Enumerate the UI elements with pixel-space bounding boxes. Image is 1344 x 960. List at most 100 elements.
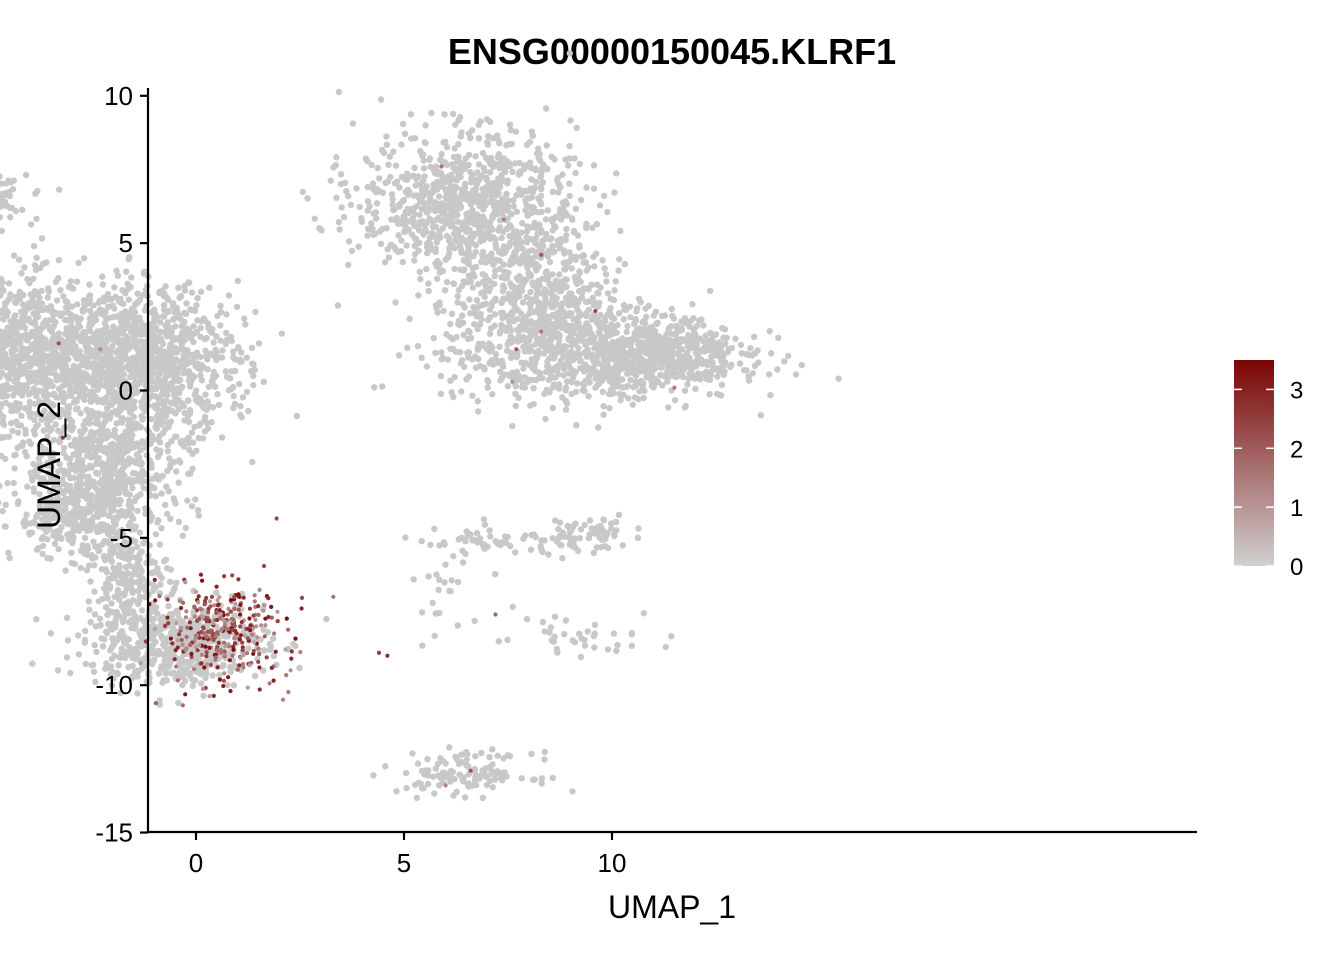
chart-title: ENSG00000150045.KLRF1 bbox=[448, 31, 896, 72]
cell-point bbox=[225, 387, 233, 394]
cell-point bbox=[138, 607, 146, 614]
cell-point bbox=[0, 402, 2, 408]
cell-point bbox=[84, 524, 92, 531]
cell-point bbox=[0, 420, 7, 427]
cell-point bbox=[185, 470, 192, 477]
cell-point bbox=[243, 354, 250, 361]
cell-point bbox=[81, 255, 88, 262]
cell-point bbox=[45, 522, 52, 529]
cell-point bbox=[218, 434, 226, 441]
cell-point bbox=[96, 306, 104, 313]
cell-point bbox=[212, 346, 219, 353]
cell-point bbox=[57, 287, 64, 294]
cell-point bbox=[9, 427, 16, 434]
cell-point bbox=[171, 392, 178, 399]
cell-point bbox=[158, 490, 165, 497]
cell-point bbox=[15, 256, 23, 263]
cell-point bbox=[57, 508, 65, 516]
cell-point bbox=[255, 340, 263, 347]
cell-point bbox=[128, 444, 136, 451]
cell-point bbox=[109, 342, 116, 350]
cell-point bbox=[18, 270, 25, 277]
cell-point bbox=[77, 362, 85, 369]
cell-point bbox=[152, 493, 159, 500]
cell-point bbox=[189, 450, 196, 457]
cell-point bbox=[21, 264, 28, 271]
cell-point bbox=[11, 299, 19, 306]
cell-point bbox=[175, 518, 183, 525]
cell-point bbox=[7, 213, 14, 221]
cell-point bbox=[37, 344, 44, 352]
cell-point bbox=[10, 252, 18, 259]
cell-point bbox=[140, 484, 147, 492]
cell-point bbox=[113, 338, 120, 345]
cell-point bbox=[15, 429, 22, 436]
cell-point bbox=[63, 305, 71, 312]
cell-point bbox=[99, 281, 107, 288]
cell-point bbox=[204, 366, 211, 373]
cell-point bbox=[171, 309, 178, 316]
cell-point bbox=[162, 328, 170, 335]
cell-point bbox=[30, 385, 38, 392]
cell-point bbox=[139, 438, 146, 445]
cell-point bbox=[31, 261, 39, 269]
cell-point bbox=[111, 284, 118, 291]
cell-point bbox=[231, 367, 239, 375]
cell-point bbox=[20, 291, 27, 299]
cell-point bbox=[153, 472, 160, 479]
cell-point bbox=[56, 460, 63, 468]
cell-point bbox=[66, 416, 74, 423]
cell-point bbox=[150, 341, 157, 348]
cell-point bbox=[124, 362, 132, 369]
cell-point bbox=[45, 391, 52, 398]
cell-point bbox=[5, 296, 12, 303]
cell-point bbox=[99, 273, 106, 280]
cell-point bbox=[123, 315, 130, 323]
cell-point bbox=[120, 321, 128, 329]
cell-point bbox=[13, 385, 20, 392]
cell-point bbox=[148, 415, 155, 423]
cell-point bbox=[197, 324, 204, 332]
cell-point bbox=[64, 339, 72, 346]
cell-point bbox=[105, 512, 113, 520]
cell-point bbox=[128, 274, 135, 281]
cell-point bbox=[371, 384, 378, 391]
cell-point bbox=[62, 501, 69, 509]
cell-point bbox=[94, 504, 101, 512]
cell-point bbox=[169, 379, 176, 386]
cell-point bbox=[55, 385, 63, 392]
cell-point bbox=[88, 444, 96, 451]
cell-point bbox=[139, 291, 147, 299]
cell-point bbox=[33, 314, 40, 321]
cell-point bbox=[14, 368, 21, 375]
cell-point bbox=[137, 424, 145, 431]
cell-point bbox=[119, 287, 126, 294]
cell-point bbox=[224, 336, 231, 343]
cell-point bbox=[114, 364, 122, 371]
cell-point bbox=[171, 374, 178, 382]
cell-point bbox=[185, 418, 193, 426]
cell-point bbox=[121, 350, 129, 358]
cell-point bbox=[27, 413, 34, 420]
cell-point bbox=[245, 407, 252, 415]
cell-point bbox=[173, 385, 181, 392]
cell-point bbox=[210, 339, 217, 346]
cell-point bbox=[79, 519, 87, 527]
cell-point bbox=[5, 280, 13, 287]
cell-point bbox=[242, 321, 249, 328]
cell-point bbox=[50, 402, 57, 409]
cell-point bbox=[0, 353, 3, 360]
cell-point bbox=[39, 542, 47, 550]
cell-point bbox=[41, 477, 48, 485]
cell-point bbox=[28, 221, 35, 228]
cell-point bbox=[60, 444, 68, 452]
cell-point bbox=[88, 398, 95, 405]
cell-point bbox=[59, 408, 67, 416]
cell-point bbox=[30, 488, 38, 495]
cell-point bbox=[57, 487, 64, 494]
cell-point bbox=[60, 398, 67, 406]
cell-point bbox=[74, 301, 81, 308]
cell-point bbox=[214, 354, 221, 362]
cell-point bbox=[217, 308, 225, 316]
cell-point bbox=[65, 403, 73, 410]
